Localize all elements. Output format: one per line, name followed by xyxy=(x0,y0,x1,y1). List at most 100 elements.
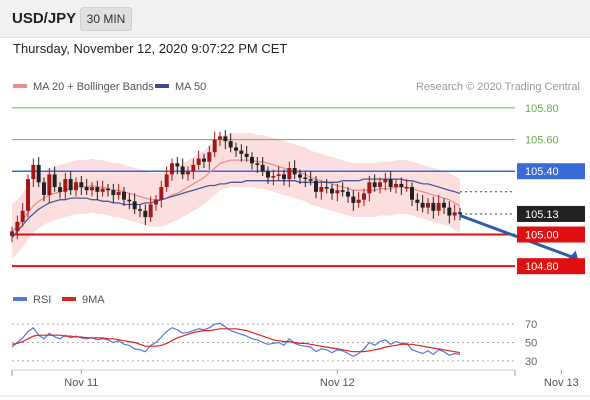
interval-badge[interactable]: 30 MIN xyxy=(80,7,132,31)
candle-body xyxy=(298,174,302,178)
bollinger-band xyxy=(12,133,460,259)
symbol-title: USD/JPY xyxy=(12,10,77,27)
candle-body xyxy=(420,202,425,208)
candle-body xyxy=(20,210,25,222)
chart-datetime: Thursday, November 12, 2020 9:07:22 PM C… xyxy=(13,41,288,56)
x-tick-label: Nov 11 xyxy=(64,377,98,389)
candle-body xyxy=(458,212,462,214)
candle-body xyxy=(452,212,457,216)
level-label-bg-105.00 xyxy=(517,226,585,243)
candle-body xyxy=(292,168,297,175)
candle-body xyxy=(303,177,308,180)
candle-body xyxy=(202,158,206,162)
ma50-legend-label: MA 50 xyxy=(175,81,206,93)
rsi-ma-legend-label: 9MA xyxy=(82,294,105,306)
candle-body xyxy=(47,174,52,195)
level-label-105.80: 105.80 xyxy=(525,103,559,115)
candle-body xyxy=(223,136,228,142)
candle-body xyxy=(415,199,420,203)
rsi-tick-30: 30 xyxy=(525,356,537,368)
candle-body xyxy=(15,221,20,232)
candle-body xyxy=(127,199,132,202)
candle-body xyxy=(52,174,57,188)
candle-body xyxy=(319,187,324,192)
candle-body xyxy=(239,150,244,154)
candle-body xyxy=(26,179,30,211)
price-level-labels: 105.80 105.60 105.40 105.13 105.00 104.80 xyxy=(517,103,585,275)
candle-body xyxy=(447,207,452,216)
candle-body xyxy=(84,187,89,191)
candle-body xyxy=(234,147,238,151)
x-axis: Nov 11 Nov 12 Nov 13 xyxy=(0,369,590,397)
candle-body xyxy=(351,196,356,203)
candle-body xyxy=(79,182,84,188)
candle-body xyxy=(63,179,68,192)
candle-body xyxy=(159,187,164,200)
candle-body xyxy=(394,183,398,188)
rsi-legend-swatch xyxy=(13,297,27,301)
rsi-tick-70: 70 xyxy=(525,319,537,331)
candle-body xyxy=(436,202,441,211)
candle-body xyxy=(111,190,116,195)
level-label-104.80: 104.80 xyxy=(525,261,559,273)
candle-body xyxy=(410,187,414,200)
candle-body xyxy=(143,210,148,218)
candle-body xyxy=(116,191,121,195)
candle-body xyxy=(228,141,233,148)
candle-body xyxy=(31,164,36,180)
candle-body xyxy=(154,199,158,205)
candle-body xyxy=(314,180,318,192)
bollinger-band-area xyxy=(12,133,460,259)
candle-body xyxy=(346,191,350,197)
candle-body xyxy=(164,174,169,188)
ma50-legend-swatch xyxy=(155,84,169,88)
candle-body xyxy=(36,164,41,183)
candle-body xyxy=(378,182,382,188)
x-tick-label: Nov 13 xyxy=(544,377,579,389)
rsi-legend-label: RSI xyxy=(33,294,51,306)
x-tick-label: Nov 12 xyxy=(320,377,355,389)
candle-body xyxy=(276,174,281,176)
candle-body xyxy=(95,187,100,192)
level-label-105.13: 105.13 xyxy=(525,209,559,221)
level-label-105.00: 105.00 xyxy=(525,230,559,242)
candle-body xyxy=(132,201,137,210)
candle-body xyxy=(404,187,409,189)
candle-body xyxy=(207,152,212,162)
candle-body xyxy=(42,182,46,195)
candle-body xyxy=(244,153,249,157)
candle-body xyxy=(324,187,329,189)
candle-body xyxy=(175,163,180,167)
candle-body xyxy=(250,156,254,164)
rsi-line xyxy=(11,322,461,357)
level-label-bg-105.40 xyxy=(517,163,585,180)
level-label-105.40: 105.40 xyxy=(525,166,559,178)
candle-body xyxy=(138,209,142,211)
copyright-text: Research © 2020 Trading Central xyxy=(416,81,580,93)
candle-body xyxy=(287,168,292,180)
candle-body xyxy=(100,188,105,192)
candle-body xyxy=(186,171,190,175)
candle-body xyxy=(330,188,334,194)
candle-body xyxy=(196,158,201,165)
candle-body xyxy=(308,179,313,181)
candle-body xyxy=(260,164,265,172)
candle-body xyxy=(362,193,366,200)
candle-body xyxy=(90,187,94,191)
candle-body xyxy=(340,190,345,192)
candle-body xyxy=(266,171,270,178)
candle-body xyxy=(367,182,372,194)
top-bar: USD/JPY 30 MIN xyxy=(0,0,590,38)
level-label-bg-105.13 xyxy=(517,205,585,222)
candle-body xyxy=(383,179,388,183)
rsi-ma-legend-swatch xyxy=(62,297,76,301)
candle-body xyxy=(74,182,78,191)
candle-body xyxy=(255,163,260,165)
ma20-legend-label: MA 20 + Bollinger Bands xyxy=(33,81,154,93)
candle-body xyxy=(10,231,14,237)
candle-body xyxy=(106,188,110,191)
candle-body xyxy=(282,174,286,180)
candle-body xyxy=(180,166,185,175)
candle-body xyxy=(148,204,153,218)
candle-body xyxy=(212,139,217,153)
